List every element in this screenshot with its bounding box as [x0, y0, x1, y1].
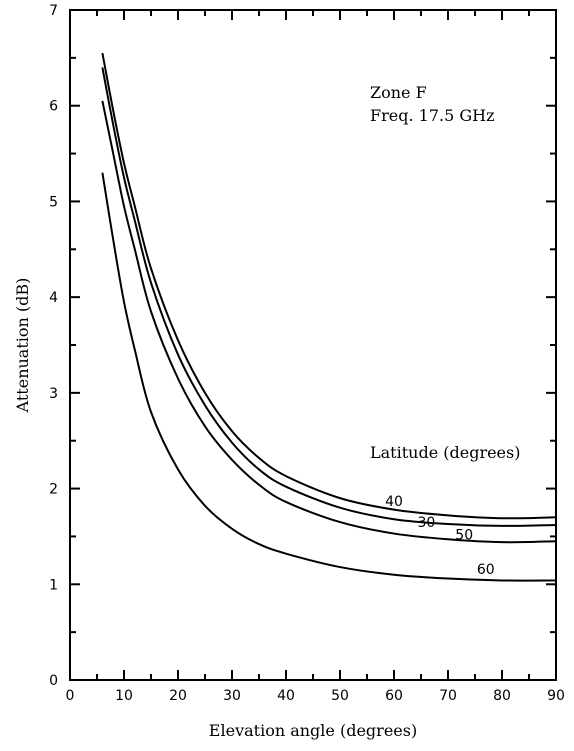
axis-ticks [69, 9, 557, 681]
series-line-30 [101, 67, 557, 527]
series-line-40 [101, 52, 557, 520]
series-curves [101, 52, 557, 582]
y-tick-label: 2 [49, 482, 58, 498]
y-tick-label: 0 [49, 673, 58, 689]
y-axis-title: Attenuation (dB) [13, 278, 32, 414]
x-axis-title: Elevation angle (degrees) [209, 721, 417, 740]
x-tick-label: 30 [223, 688, 241, 704]
series-label-40: 40 [385, 494, 403, 510]
x-tick-label: 90 [547, 688, 565, 704]
series-line-50 [101, 100, 557, 544]
x-tick-label: 0 [66, 688, 75, 704]
series-line-60 [101, 172, 557, 582]
y-tick-label: 1 [49, 577, 58, 593]
series-label-30: 30 [417, 515, 435, 531]
x-tick-label: 40 [277, 688, 295, 704]
annotation-zone: Zone F [370, 83, 427, 102]
x-tick-label: 20 [169, 688, 187, 704]
y-tick-label: 7 [49, 3, 58, 19]
legend-title: Latitude (degrees) [370, 443, 520, 462]
x-tick-label: 10 [115, 688, 133, 704]
series-label-50: 50 [455, 527, 473, 543]
y-tick-label: 6 [49, 99, 58, 115]
y-tick-label: 4 [49, 290, 58, 306]
y-tick-label: 5 [49, 194, 58, 210]
series-label-60: 60 [477, 562, 495, 578]
series-labels: 40 30 50 60 [385, 494, 495, 578]
annotation-frequency: Freq. 17.5 GHz [370, 106, 495, 125]
axis-tick-labels: 0 10 20 30 40 50 60 70 80 90 0 1 2 3 4 5 6 7 [49, 3, 565, 704]
x-tick-label: 60 [385, 688, 403, 704]
x-tick-label: 80 [493, 688, 511, 704]
y-tick-label: 3 [49, 386, 58, 402]
x-tick-label: 70 [439, 688, 457, 704]
x-tick-label: 50 [331, 688, 349, 704]
